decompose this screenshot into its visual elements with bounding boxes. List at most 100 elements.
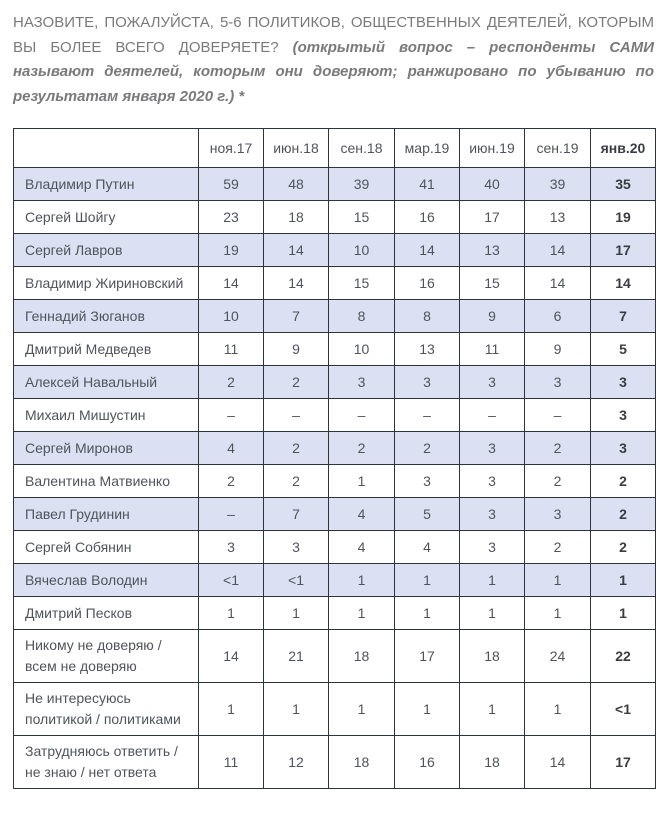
value-cell: 24 xyxy=(524,629,591,683)
value-cell: 10 xyxy=(198,299,264,333)
table-row: Сергей Собянин 3 3 4 4 3 2 2 xyxy=(13,530,656,564)
table-row: Михаил Мишустин – – – – – –3 xyxy=(13,398,656,432)
value-cell: – xyxy=(524,398,591,432)
row-label: Затрудняюсь ответить / не знаю / нет отв… xyxy=(13,735,199,789)
row-label: Сергей Миронов xyxy=(13,431,199,465)
row-label: Валентина Матвиенко xyxy=(13,464,199,498)
question-main-text: НАЗОВИТЕ, ПОЖАЛУЙСТА, 5-6 ПОЛИТИКОВ, ОБЩ… xyxy=(13,14,654,56)
value-cell: 6 xyxy=(524,299,591,333)
value-cell: 18 xyxy=(328,735,395,789)
value-cell: 3 xyxy=(459,365,525,399)
row-label: Павел Грудинин xyxy=(13,497,199,531)
value-cell: 3 xyxy=(394,365,460,399)
value-cell: 1 xyxy=(394,682,460,736)
value-cell: 15 xyxy=(459,266,525,300)
column-header: июн.19 xyxy=(459,128,525,168)
value-cell: 9 xyxy=(459,299,525,333)
table-row: Затрудняюсь ответить / не знаю / нет отв… xyxy=(13,735,656,789)
value-cell: 13 xyxy=(459,233,525,267)
value-cell: 16 xyxy=(394,735,460,789)
value-cell: 3 xyxy=(394,464,460,498)
value-cell: 19 xyxy=(198,233,264,267)
value-cell: – xyxy=(198,398,264,432)
value-cell: 23 xyxy=(198,200,264,234)
value-cell: 2 xyxy=(590,497,656,531)
table-row: Сергей Шойгу 23 18 15 16 17 13 19 xyxy=(13,200,656,234)
value-cell: 16 xyxy=(394,200,460,234)
column-header: сен.19 xyxy=(524,128,591,168)
value-cell: 2 xyxy=(198,365,264,399)
row-label: Владимир Путин xyxy=(13,167,199,201)
row-label: Вячеслав Володин xyxy=(13,563,199,597)
value-cell: 1 xyxy=(590,563,656,597)
table-row: Сергей Миронов 4 2 2 2 3 2 3 xyxy=(13,431,656,465)
value-cell: 3 xyxy=(590,431,656,465)
column-header: сен.18 xyxy=(328,128,395,168)
row-label: Михаил Мишустин xyxy=(13,398,199,432)
value-cell: 14 xyxy=(198,629,264,683)
value-cell: 3 xyxy=(198,530,264,564)
value-cell: 40 xyxy=(459,167,525,201)
value-cell: 2 xyxy=(394,431,460,465)
value-cell: 2 xyxy=(263,464,329,498)
value-cell: 15 xyxy=(328,200,395,234)
value-cell: 14 xyxy=(524,233,591,267)
value-cell: 3 xyxy=(590,398,656,432)
value-cell: 1 xyxy=(198,596,264,630)
value-cell: <1 xyxy=(590,682,656,736)
value-cell: 2 xyxy=(198,464,264,498)
value-cell: 17 xyxy=(394,629,460,683)
value-cell: 1 xyxy=(524,682,591,736)
value-cell: 8 xyxy=(394,299,460,333)
value-cell: 14 xyxy=(394,233,460,267)
value-cell: 2 xyxy=(263,365,329,399)
value-cell: 2 xyxy=(590,464,656,498)
value-cell: 4 xyxy=(328,497,395,531)
value-cell: 11 xyxy=(459,332,525,366)
row-label: Дмитрий Песков xyxy=(13,596,199,630)
value-cell: 14 xyxy=(198,266,264,300)
value-cell: 1 xyxy=(459,682,525,736)
value-cell: <1 xyxy=(198,563,264,597)
table-row: Владимир Жириновский 14 14 15 16 15 14 14 xyxy=(13,266,656,300)
value-cell: 13 xyxy=(524,200,591,234)
value-cell: 4 xyxy=(328,530,395,564)
table-body: Владимир Путин 59 48 39 41 40 39 35 Сергей Шойгу… xyxy=(13,167,656,789)
value-cell: 18 xyxy=(328,629,395,683)
table-row: Дмитрий Песков 1 1 1 1 1 1 1 xyxy=(13,596,656,630)
value-cell: 18 xyxy=(459,629,525,683)
value-cell: 12 xyxy=(263,735,329,789)
value-cell: 1 xyxy=(394,596,460,630)
value-cell: 1 xyxy=(328,464,395,498)
value-cell: 3 xyxy=(590,365,656,399)
survey-results-table: ноя.17 июн.18 сен.18 мар.19 июн.19 сен.19 янв.… xyxy=(13,128,656,789)
value-cell: 14 xyxy=(524,735,591,789)
value-cell: 21 xyxy=(263,629,329,683)
value-cell: 41 xyxy=(394,167,460,201)
value-cell: – xyxy=(459,398,525,432)
value-cell: 2 xyxy=(524,464,591,498)
row-label: Алексей Навальный xyxy=(13,365,199,399)
value-cell: 16 xyxy=(394,266,460,300)
question-note-text: (открытый вопрос – респонденты САМИ назы… xyxy=(13,38,654,105)
table-row: Владимир Путин 59 48 39 41 40 39 35 xyxy=(13,167,656,201)
value-cell: 1 xyxy=(459,563,525,597)
value-cell: 48 xyxy=(263,167,329,201)
column-header: янв.20 xyxy=(590,128,656,168)
value-cell: 17 xyxy=(590,735,656,789)
value-cell: 5 xyxy=(394,497,460,531)
row-label: Дмитрий Медведев xyxy=(13,332,199,366)
value-cell: 4 xyxy=(394,530,460,564)
value-cell: 14 xyxy=(524,266,591,300)
value-cell: 1 xyxy=(263,596,329,630)
value-cell: – xyxy=(328,398,395,432)
value-cell: 9 xyxy=(263,332,329,366)
row-label: Сергей Шойгу xyxy=(13,200,199,234)
value-cell: 1 xyxy=(459,596,525,630)
value-cell: 4 xyxy=(198,431,264,465)
table-row: Не интересуюсь политикой / политиками 1 1 1… xyxy=(13,682,656,736)
row-label: Сергей Собянин xyxy=(13,530,199,564)
header-row: ноя.17 июн.18 сен.18 мар.19 июн.19 сен.19 янв.… xyxy=(13,128,656,168)
value-cell: 1 xyxy=(394,563,460,597)
row-label: Геннадий Зюганов xyxy=(13,299,199,333)
